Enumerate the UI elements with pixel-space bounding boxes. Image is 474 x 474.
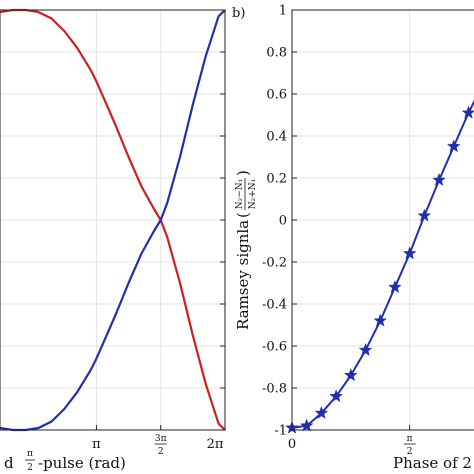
panel-b-x-tick-label-1-den: 2 [407, 447, 413, 457]
panel-b-star-marker [343, 368, 358, 382]
panel-b-y-ticks: -1 -0.8 -0.6 -0.4 -0.2 0 0.2 0.4 0.6 0.8 1 [262, 4, 297, 439]
panel-a-x-label-prefix: d [4, 454, 14, 472]
panel-b-y-tick-label-9: 0.8 [266, 46, 287, 61]
panel-b-y-label-prefix: Ramsey signla [234, 220, 252, 330]
panel-b-grid [291, 9, 474, 431]
panel-b-label: b) [232, 6, 245, 21]
panel-b-frame [291, 9, 474, 431]
panel-a-x-tick-label-1: 3π2 [154, 434, 167, 457]
panel-b-star-marker [299, 418, 314, 432]
panel-b-x-tick-label-0: 0 [288, 437, 296, 452]
panel-b-y-label-frac-den: N₂+N₁ [248, 179, 258, 210]
panel-b-y-tick-label-0: -1 [274, 424, 287, 439]
panel-b-y-tick-label-2: -0.6 [262, 340, 287, 355]
panel-b-star-marker [358, 342, 373, 357]
panel-b-x-tick-label-1: π2 [403, 434, 416, 457]
panel-b-star-marker [432, 172, 446, 186]
panel-b-y-tick-label-8: 0.6 [266, 88, 287, 103]
panel-b-y-tick-label-5: 0 [279, 214, 287, 229]
panel-a-frame [0, 9, 226, 431]
panel-b-y-label-close-paren: ) [234, 170, 252, 176]
panel-a-x-label-fraction: π 2 [25, 449, 35, 473]
panel-b-star-marker [329, 389, 343, 403]
panel-b-star-marker [417, 208, 432, 222]
panel-b-y-tick-label-6: 0.2 [266, 172, 287, 187]
panel-b-y-tick-label-3: -0.4 [262, 298, 287, 313]
panel-b-y-axis-label: Ramsey signla ( N₂−N₁ N₂+N₁ ) [234, 170, 258, 330]
panel-b-x-axis-label: Phase of 2 [393, 454, 472, 472]
panel-a-series-line-0 [0, 8, 226, 431]
panel-b-star-marker [446, 139, 461, 153]
panel-a-x-label-frac-num: π [27, 449, 33, 459]
panel-b-y-label-open-paren: ( [234, 212, 252, 218]
panel-a-x-label-suffix: -pulse (rad) [38, 454, 126, 472]
panel-b-star-marker [402, 246, 417, 260]
panel-b-lines [285, 99, 474, 434]
panel-b-x-tick-label-1-num: π [407, 434, 413, 444]
panel-a-x-tick-label-1-den: 2 [158, 447, 164, 457]
panel-b-y-tick-label-7: 0.4 [266, 130, 287, 145]
panel-b-series-line-0 [291, 99, 474, 429]
panel-b-y-tick-label-4: -0.2 [262, 256, 287, 271]
panel-a-x-tick-label-1-num: 3π [155, 434, 167, 444]
panel-b: b) -1-0.8-0.6-0.4-0.200.20.40.60.81 0 π2 … [232, 4, 474, 472]
panel-a-lines [0, 8, 226, 432]
panel-a-x-ticks: π 3π2 2π [92, 425, 226, 457]
panel-b-star-marker [373, 313, 388, 327]
panel-b-y-label-frac-num: N₂−N₁ [235, 179, 245, 210]
panel-a-x-axis-label: d [4, 454, 14, 472]
panel-b-star-marker [461, 105, 474, 119]
panel-a-series-line-1 [0, 9, 226, 432]
panel-b-star-marker [314, 405, 329, 420]
panel-a-x-tick-label-0: π [92, 437, 101, 452]
panel-a-x-tick-label-2: 2π [207, 437, 224, 452]
panel-a-grid [0, 9, 226, 431]
panel-b-y-tick-label-1: -0.8 [262, 382, 287, 397]
panel-b-star-marker [388, 279, 402, 294]
panel-a-x-label-frac-den: 2 [27, 463, 33, 473]
panel-b-y-tick-label-10: 1 [279, 4, 287, 19]
panel-a: π 3π2 2π d π 2 -pulse (rad) [0, 8, 226, 473]
